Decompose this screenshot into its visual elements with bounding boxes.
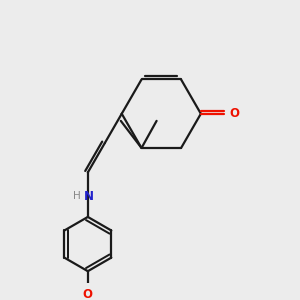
Text: H: H <box>74 191 81 201</box>
Text: N: N <box>84 190 94 203</box>
Text: O: O <box>229 107 239 120</box>
Text: O: O <box>83 288 93 300</box>
